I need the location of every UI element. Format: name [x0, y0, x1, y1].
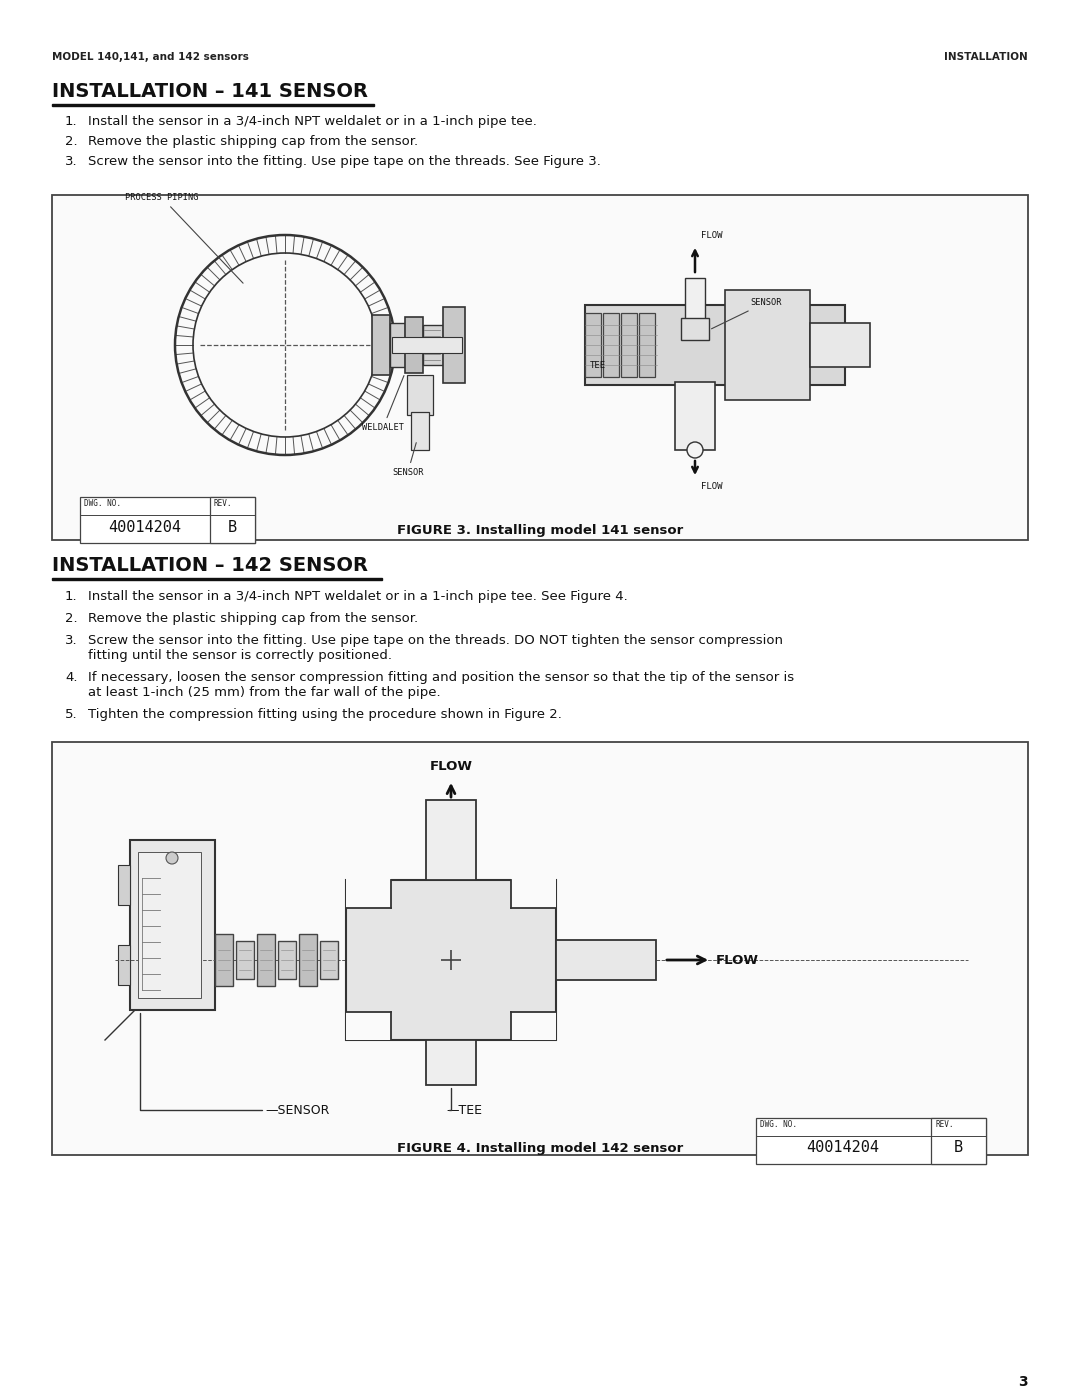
Text: 40014204: 40014204 — [807, 1140, 879, 1155]
Bar — [237, 942, 254, 979]
Text: MODEL 140,141, and 142 sensors: MODEL 140,141, and 142 sensors — [52, 52, 248, 61]
Text: 2.: 2. — [65, 136, 78, 148]
Text: —SENSOR: —SENSOR — [265, 1104, 329, 1116]
Bar — [685, 278, 705, 320]
Bar — [931, 1118, 986, 1164]
Bar — [675, 381, 715, 450]
Bar — [118, 944, 130, 985]
Text: SENSOR: SENSOR — [712, 298, 782, 328]
Bar — [346, 880, 556, 1039]
Text: B: B — [228, 520, 237, 535]
Text: Install the sensor in a 3/4-inch NPT weldalet or in a 1-inch pipe tee. See Figur: Install the sensor in a 3/4-inch NPT wel… — [87, 590, 627, 604]
Text: TEE: TEE — [590, 360, 606, 369]
Text: 2.: 2. — [65, 612, 78, 624]
Text: FLOW: FLOW — [716, 954, 759, 967]
Bar — [278, 942, 296, 979]
Text: Screw the sensor into the fitting. Use pipe tape on the threads. DO NOT tighten : Screw the sensor into the fitting. Use p… — [87, 634, 783, 647]
Text: 3: 3 — [1018, 1375, 1028, 1389]
Bar — [392, 337, 462, 353]
Bar — [299, 935, 318, 986]
Text: FLOW: FLOW — [701, 231, 723, 240]
Bar — [639, 313, 654, 377]
Bar — [118, 865, 130, 905]
Text: Screw the sensor into the fitting. Use pipe tape on the threads. See Figure 3.: Screw the sensor into the fitting. Use p… — [87, 155, 600, 168]
Text: Install the sensor in a 3/4-inch NPT weldalet or in a 1-inch pipe tee.: Install the sensor in a 3/4-inch NPT wel… — [87, 115, 537, 129]
Text: Tighten the compression fitting using the procedure shown in Figure 2.: Tighten the compression fitting using th… — [87, 708, 562, 721]
Text: INSTALLATION – 141 SENSOR: INSTALLATION – 141 SENSOR — [52, 82, 368, 101]
Text: Remove the plastic shipping cap from the sensor.: Remove the plastic shipping cap from the… — [87, 612, 418, 624]
Text: 3.: 3. — [65, 634, 78, 647]
Bar — [621, 313, 637, 377]
Text: DWG. NO.: DWG. NO. — [760, 1120, 797, 1129]
Text: 1.: 1. — [65, 590, 78, 604]
Bar — [346, 877, 391, 908]
Bar — [405, 317, 423, 373]
Text: FLOW: FLOW — [430, 760, 473, 773]
Bar — [725, 291, 810, 400]
Bar — [52, 578, 382, 580]
Text: at least 1-inch (25 mm) from the far wall of the pipe.: at least 1-inch (25 mm) from the far wal… — [87, 686, 441, 698]
Bar — [585, 313, 600, 377]
Bar — [603, 313, 619, 377]
Bar — [756, 1118, 986, 1164]
Bar — [257, 935, 275, 986]
Text: FIGURE 4. Installing model 142 sensor: FIGURE 4. Installing model 142 sensor — [396, 1141, 684, 1155]
Text: Remove the plastic shipping cap from the sensor.: Remove the plastic shipping cap from the… — [87, 136, 418, 148]
Bar — [511, 1011, 556, 1039]
Bar — [411, 412, 429, 450]
Text: DWG. NO.: DWG. NO. — [84, 499, 121, 509]
Bar — [681, 319, 708, 339]
Bar — [52, 196, 1028, 541]
Text: SENSOR: SENSOR — [392, 443, 423, 476]
Bar — [423, 326, 443, 365]
Bar — [426, 1039, 476, 1085]
Text: 3.: 3. — [65, 155, 78, 168]
Text: REV.: REV. — [936, 1120, 955, 1129]
Bar — [52, 103, 374, 106]
Text: FIGURE 3. Installing model 141 sensor: FIGURE 3. Installing model 141 sensor — [396, 524, 684, 536]
Text: fitting until the sensor is correctly positioned.: fitting until the sensor is correctly po… — [87, 650, 392, 662]
Circle shape — [166, 852, 178, 863]
Text: If necessary, loosen the sensor compression fitting and position the sensor so t: If necessary, loosen the sensor compress… — [87, 671, 794, 685]
Bar — [556, 940, 656, 981]
Bar — [80, 497, 255, 543]
Bar — [585, 305, 845, 386]
Bar — [407, 374, 433, 415]
Bar — [346, 1011, 391, 1039]
Bar — [390, 323, 405, 367]
Bar — [215, 935, 233, 986]
Bar — [511, 877, 556, 908]
Bar — [210, 497, 255, 543]
Bar — [810, 323, 870, 367]
Text: INSTALLATION: INSTALLATION — [944, 52, 1028, 61]
Text: 5.: 5. — [65, 708, 78, 721]
Text: INSTALLATION – 142 SENSOR: INSTALLATION – 142 SENSOR — [52, 556, 368, 576]
Text: 40014204: 40014204 — [108, 520, 181, 535]
Text: B: B — [954, 1140, 962, 1155]
Text: FLOW: FLOW — [701, 482, 723, 490]
Bar — [138, 852, 201, 997]
Bar — [52, 742, 1028, 1155]
Bar — [443, 307, 465, 383]
Text: 4.: 4. — [65, 671, 78, 685]
Text: —TEE: —TEE — [446, 1104, 482, 1116]
Text: PROCESS PIPING: PROCESS PIPING — [125, 193, 243, 284]
Bar — [372, 314, 390, 374]
Bar — [426, 800, 476, 880]
Circle shape — [687, 441, 703, 458]
Text: 1.: 1. — [65, 115, 78, 129]
Text: WELDALET: WELDALET — [362, 376, 404, 432]
Bar — [130, 840, 215, 1010]
Text: REV.: REV. — [214, 499, 232, 509]
Bar — [675, 326, 715, 345]
Bar — [320, 942, 338, 979]
